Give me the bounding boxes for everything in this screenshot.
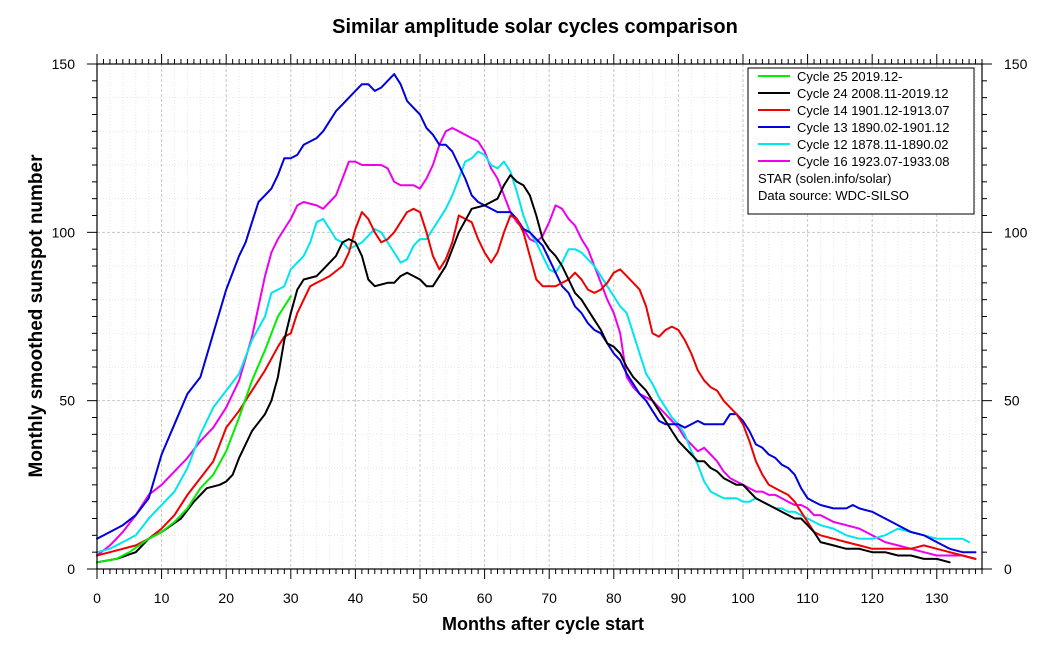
y-tick-label-right: 150 bbox=[1004, 56, 1028, 72]
y-tick-label-left: 100 bbox=[52, 224, 76, 240]
legend-note: Data source: WDC-SILSO bbox=[758, 188, 909, 203]
x-tick-label: 100 bbox=[731, 590, 755, 606]
y-axis-label: Monthly smoothed sunspot number bbox=[26, 154, 47, 478]
legend-label: Cycle 16 1923.07-1933.08 bbox=[797, 154, 950, 169]
x-tick-label: 30 bbox=[283, 590, 299, 606]
x-tick-label: 60 bbox=[477, 590, 493, 606]
x-tick-label: 10 bbox=[154, 590, 170, 606]
x-tick-label: 80 bbox=[606, 590, 622, 606]
tick-labels: 0 10 20 30 40 50 60 70 80 90 100 110 120 130 0 0 50 50 100… bbox=[52, 56, 1028, 606]
x-tick-label: 40 bbox=[348, 590, 364, 606]
series-line bbox=[96, 174, 951, 564]
x-tick-label: 90 bbox=[671, 590, 687, 606]
x-tick-label: 0 bbox=[93, 590, 101, 606]
chart-title: Similar amplitude solar cycles compariso… bbox=[332, 16, 738, 38]
major-grid bbox=[97, 64, 982, 569]
minor-grid bbox=[97, 64, 982, 569]
y-tick-label-left: 50 bbox=[59, 393, 75, 409]
y-tick-label-right: 50 bbox=[1004, 393, 1020, 409]
legend-label: Cycle 25 2019.12- bbox=[797, 69, 903, 84]
legend-label: Cycle 24 2008.11-2019.12 bbox=[797, 86, 949, 101]
series-line bbox=[96, 127, 977, 560]
legend-label: Cycle 14 1901.12-1913.07 bbox=[797, 103, 950, 118]
series-line bbox=[96, 73, 977, 554]
legend: Cycle 25 2019.12- Cycle 24 2008.11-2019.1… bbox=[747, 67, 975, 215]
y-tick-label-right: 0 bbox=[1004, 561, 1012, 577]
x-tick-label: 50 bbox=[412, 590, 428, 606]
legend-note: STAR (solen.info/solar) bbox=[758, 171, 891, 186]
legend-label: Cycle 13 1890.02-1901.12 bbox=[797, 120, 950, 135]
axis-ticks bbox=[87, 54, 992, 579]
series-line bbox=[96, 295, 292, 564]
x-axis-label: Months after cycle start bbox=[442, 614, 644, 634]
series-line bbox=[96, 150, 971, 554]
x-tick-label: 20 bbox=[218, 590, 234, 606]
y-tick-label-left: 150 bbox=[52, 56, 76, 72]
series-layer bbox=[96, 73, 977, 564]
series-line bbox=[96, 207, 977, 560]
y-tick-label-right: 100 bbox=[1004, 224, 1028, 240]
x-tick-label: 110 bbox=[796, 590, 819, 606]
x-tick-label: 120 bbox=[861, 590, 885, 606]
x-tick-label: 130 bbox=[925, 590, 949, 606]
x-tick-label: 70 bbox=[541, 590, 557, 606]
legend-label: Cycle 12 1878.11-1890.02 bbox=[797, 137, 949, 152]
y-tick-label-left: 0 bbox=[67, 561, 75, 577]
